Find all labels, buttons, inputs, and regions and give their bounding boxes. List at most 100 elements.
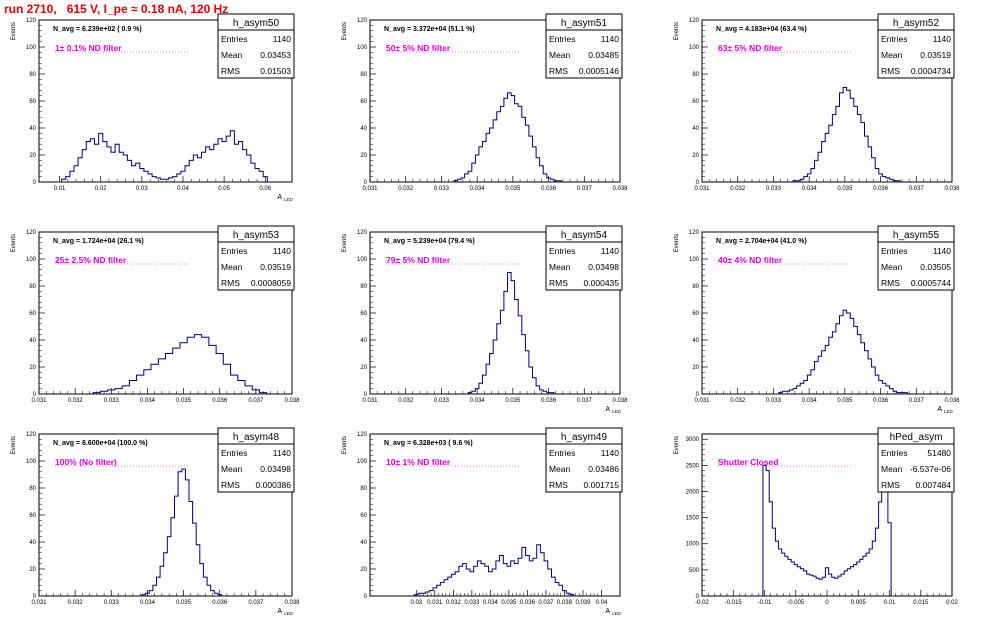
histogram-bin [882, 177, 886, 182]
y-tick-label: 100 [357, 257, 368, 263]
histogram-bin [144, 370, 151, 394]
y-axis-label: Events [342, 234, 348, 252]
y-tick-label: 80 [360, 486, 367, 492]
y-tick-label: 40 [29, 126, 36, 132]
histogram-bin [486, 364, 490, 394]
histogram-bin [882, 383, 886, 394]
y-tick-label: 80 [360, 284, 367, 290]
navg-label: N_avg = 4.183e+04 (63.4 %) [716, 26, 807, 33]
histogram-bin [151, 364, 158, 394]
histogram-bin [786, 391, 790, 394]
histogram-bin [537, 545, 541, 596]
x-tick-label: 0.032 [68, 398, 84, 404]
y-tick-label: 120 [357, 230, 368, 236]
histogram-bin [800, 569, 803, 596]
x-tick-label: 0.033 [464, 600, 480, 606]
histogram-bin [144, 171, 148, 182]
histogram-bin [129, 381, 136, 395]
stats-value: 1140 [273, 246, 292, 256]
histogram-bin [514, 564, 518, 596]
stats-key: Mean [549, 464, 571, 474]
stats-value: 0.000386 [256, 480, 292, 490]
stats-value: 1140 [601, 246, 620, 256]
y-tick-label: 60 [360, 311, 367, 317]
x-tick-label: 0.06 [259, 186, 271, 192]
x-tick-label: 0.02 [95, 186, 107, 192]
filter-label: 100% (No filter) [55, 457, 117, 467]
stats-value: 1140 [601, 34, 620, 44]
histogram-bin [214, 144, 218, 182]
y-tick-label: 40 [360, 540, 367, 546]
y-tick-label: 40 [29, 338, 36, 344]
stats-box [217, 225, 295, 291]
x-tick-label: 0.033 [104, 600, 120, 606]
histogram-bin [437, 585, 441, 596]
histogram-bin [529, 561, 533, 596]
histogram-bin [103, 142, 107, 183]
histogram-bin [882, 476, 885, 596]
histogram-bin [533, 558, 537, 596]
stats-value: 0.03498 [588, 262, 619, 272]
histogram-bin [472, 391, 476, 394]
histogram-bin [897, 393, 901, 394]
x-axis-label: A [277, 608, 282, 615]
histogram-bin [540, 390, 544, 394]
stats-value: 0.0005146 [579, 66, 619, 76]
histogram-bin [769, 502, 772, 596]
histogram-bin [463, 564, 467, 596]
histogram-bin [868, 147, 872, 182]
y-tick-label: 0 [696, 180, 700, 186]
stats-value: 0.03453 [260, 50, 291, 60]
y-tick-label: 100 [689, 257, 700, 263]
x-axis-label-subscript: LED [612, 611, 622, 616]
histogram-bin [841, 574, 844, 596]
stats-box-title: h_asym48 [233, 432, 280, 443]
stats-box-title: h_asym50 [233, 18, 280, 29]
histogram-bin [62, 179, 66, 182]
histogram-bin [481, 564, 485, 596]
histogram-bin [854, 106, 858, 182]
y-axis-label: Events [674, 234, 680, 252]
x-tick-label: 0.034 [140, 398, 156, 404]
histogram-bin [850, 567, 853, 596]
histogram-bin [475, 389, 479, 394]
histogram-bin [82, 150, 86, 182]
histogram-bin [247, 155, 251, 182]
stats-box [877, 13, 955, 79]
histogram-bin [201, 152, 205, 182]
histogram-bin [230, 131, 234, 182]
x-tick-label: 0.033 [434, 398, 450, 404]
histogram-bin [829, 125, 833, 182]
filter-label: 50± 5% ND filter [386, 43, 451, 53]
y-tick-label: 80 [360, 72, 367, 78]
histogram-bin [166, 354, 173, 395]
histogram-bin [533, 378, 537, 394]
x-tick-label: 0.035 [501, 600, 517, 606]
y-tick-label: 100 [26, 459, 37, 465]
histogram-bin [804, 571, 807, 596]
x-tick-label: 0.037 [538, 600, 554, 606]
y-tick-label: 60 [360, 99, 367, 105]
histogram-bin [99, 133, 103, 182]
stats-key: RMS [549, 278, 568, 288]
histogram-bin [461, 178, 465, 182]
histogram-bin [95, 144, 99, 182]
x-tick-label: -0.005 [787, 600, 805, 606]
histogram-bin [875, 169, 879, 183]
x-tick-label: 0.032 [398, 186, 414, 192]
x-tick-label: 0.031 [31, 398, 47, 404]
histogram-bin [818, 356, 822, 394]
histogram-bin [486, 133, 490, 182]
histogram-bin [518, 558, 522, 596]
histogram-bin [211, 591, 215, 596]
histogram-bin [223, 364, 230, 394]
x-tick-label: 0.04 [596, 600, 608, 606]
histogram-bin [458, 179, 462, 182]
histogram-bin [497, 112, 501, 182]
stats-key: RMS [881, 66, 900, 76]
histogram-bin [507, 566, 511, 596]
stats-key: RMS [881, 278, 900, 288]
histogram-bin [550, 179, 554, 182]
histogram-bin [115, 389, 122, 394]
y-tick-label: 40 [29, 540, 36, 546]
